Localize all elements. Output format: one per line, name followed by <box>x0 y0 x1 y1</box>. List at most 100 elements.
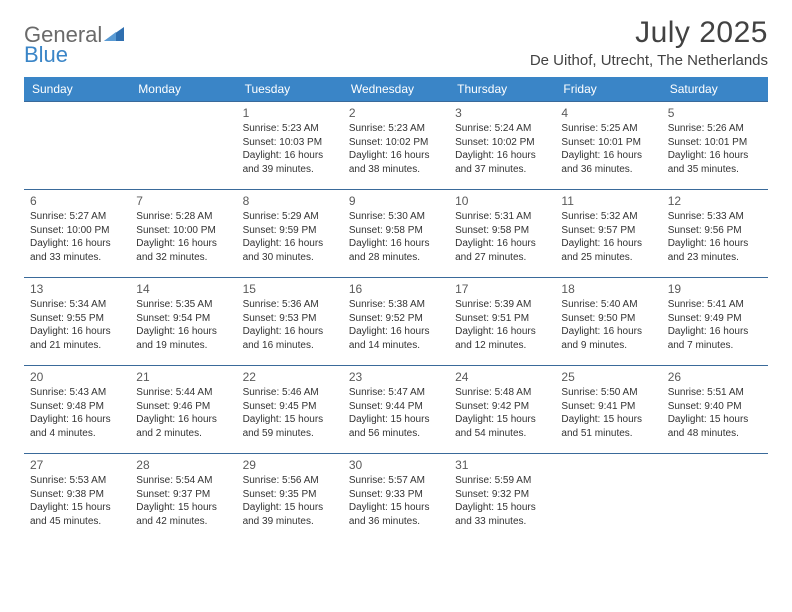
day-sunrise: Sunrise: 5:40 AM <box>561 298 655 312</box>
day-day2: and 39 minutes. <box>243 515 337 529</box>
day-sunset: Sunset: 10:03 PM <box>243 136 337 150</box>
day-cell: 12 Sunrise: 5:33 AMSunset: 9:56 PMDayligh… <box>662 190 768 278</box>
day-day2: and 42 minutes. <box>136 515 230 529</box>
day-day1: Daylight: 16 hours <box>243 149 337 163</box>
day-day2: and 27 minutes. <box>455 251 549 265</box>
day-info: Sunrise: 5:23 AMSunset: 10:03 PMDaylight… <box>243 122 337 176</box>
day-cell: 20Sunrise: 5:43 AMSunset: 9:48 PMDayligh… <box>24 366 130 454</box>
day-cell: 29Sunrise: 5:56 AMSunset: 9:35 PMDayligh… <box>237 454 343 542</box>
day-sunrise: Sunrise: 5:41 AM <box>668 298 762 312</box>
day-day2: and 7 minutes. <box>668 339 762 353</box>
logo-blue-wrap: Blue <box>24 42 68 68</box>
day-sunrise: Sunrise: 5:34 AM <box>30 298 124 312</box>
day-sunset: Sunset: 9:58 PM <box>349 224 443 238</box>
day-sunset: Sunset: 9:32 PM <box>455 488 549 502</box>
day-number: 3 <box>455 106 549 120</box>
day-day1: Daylight: 15 hours <box>455 413 549 427</box>
day-day2: and 45 minutes. <box>30 515 124 529</box>
day-day2: and 36 minutes. <box>349 515 443 529</box>
day-day2: and 54 minutes. <box>455 427 549 441</box>
day-sunset: Sunset: 9:46 PM <box>136 400 230 414</box>
day-sunset: Sunset: 9:45 PM <box>243 400 337 414</box>
day-day1: Daylight: 16 hours <box>561 237 655 251</box>
day-sunrise: Sunrise: 5:23 AM <box>349 122 443 136</box>
week-row: 27Sunrise: 5:53 AMSunset: 9:38 PMDayligh… <box>24 454 768 542</box>
day-cell: 19Sunrise: 5:41 AMSunset: 9:49 PMDayligh… <box>662 278 768 366</box>
day-day1: Daylight: 16 hours <box>668 325 762 339</box>
day-cell: 9 Sunrise: 5:30 AMSunset: 9:58 PMDaylight… <box>343 190 449 278</box>
logo-triangle-icon <box>104 25 124 46</box>
day-day1: Daylight: 16 hours <box>349 325 443 339</box>
day-sunrise: Sunrise: 5:25 AM <box>561 122 655 136</box>
day-day2: and 4 minutes. <box>30 427 124 441</box>
day-sunrise: Sunrise: 5:50 AM <box>561 386 655 400</box>
day-info: Sunrise: 5:46 AMSunset: 9:45 PMDaylight:… <box>243 386 337 440</box>
day-cell: 21 Sunrise: 5:44 AMSunset: 9:46 PMDayligh… <box>130 366 236 454</box>
day-sunrise: Sunrise: 5:51 AM <box>668 386 762 400</box>
day-day2: and 33 minutes. <box>455 515 549 529</box>
day-day2: and 36 minutes. <box>561 163 655 177</box>
day-day1: Daylight: 15 hours <box>349 501 443 515</box>
day-number: 30 <box>349 458 443 472</box>
day-cell: 22Sunrise: 5:46 AMSunset: 9:45 PMDayligh… <box>237 366 343 454</box>
day-info: Sunrise: 5:27 AMSunset: 10:00 PMDaylight… <box>30 210 124 264</box>
day-day2: and 59 minutes. <box>243 427 337 441</box>
day-cell: 16Sunrise: 5:38 AMSunset: 9:52 PMDayligh… <box>343 278 449 366</box>
day-cell: 15Sunrise: 5:36 AMSunset: 9:53 PMDayligh… <box>237 278 343 366</box>
day-sunrise: Sunrise: 5:56 AM <box>243 474 337 488</box>
day-number: 12 <box>668 194 762 208</box>
day-number: 16 <box>349 282 443 296</box>
day-day1: Daylight: 16 hours <box>668 149 762 163</box>
day-day2: and 9 minutes. <box>561 339 655 353</box>
day-number: 23 <box>349 370 443 384</box>
day-number: 28 <box>136 458 230 472</box>
day-sunset: Sunset: 9:33 PM <box>349 488 443 502</box>
day-cell: 11Sunrise: 5:32 AMSunset: 9:57 PMDayligh… <box>555 190 661 278</box>
day-sunrise: Sunrise: 5:26 AM <box>668 122 762 136</box>
day-sunrise: Sunrise: 5:38 AM <box>349 298 443 312</box>
day-info: Sunrise: 5:44 AMSunset: 9:46 PMDaylight:… <box>136 386 230 440</box>
day-cell <box>24 102 130 190</box>
day-header-row: Sunday Monday Tuesday Wednesday Thursday… <box>24 77 768 102</box>
day-cell: 26Sunrise: 5:51 AMSunset: 9:40 PMDayligh… <box>662 366 768 454</box>
day-cell <box>662 454 768 542</box>
day-day1: Daylight: 16 hours <box>136 325 230 339</box>
day-info: Sunrise: 5:33 AMSunset: 9:56 PMDaylight:… <box>668 210 762 264</box>
day-cell: 24 Sunrise: 5:48 AMSunset: 9:42 PMDayligh… <box>449 366 555 454</box>
day-cell: 13Sunrise: 5:34 AMSunset: 9:55 PMDayligh… <box>24 278 130 366</box>
day-number: 17 <box>455 282 549 296</box>
day-number: 21 <box>136 370 230 384</box>
day-sunset: Sunset: 10:00 PM <box>30 224 124 238</box>
day-number: 18 <box>561 282 655 296</box>
day-sunset: Sunset: 9:37 PM <box>136 488 230 502</box>
day-day1: Daylight: 15 hours <box>136 501 230 515</box>
day-number: 31 <box>455 458 549 472</box>
day-info: Sunrise: 5:57 AMSunset: 9:33 PMDaylight:… <box>349 474 443 528</box>
day-day2: and 48 minutes. <box>668 427 762 441</box>
day-number: 9 <box>349 194 443 208</box>
day-day2: and 37 minutes. <box>455 163 549 177</box>
week-row: 6Sunrise: 5:27 AMSunset: 10:00 PMDayligh… <box>24 190 768 278</box>
dayhead-tue: Tuesday <box>237 77 343 102</box>
day-cell: 30 Sunrise: 5:57 AMSunset: 9:33 PMDayligh… <box>343 454 449 542</box>
day-day1: Daylight: 16 hours <box>30 237 124 251</box>
day-number: 10 <box>455 194 549 208</box>
day-info: Sunrise: 5:48 AMSunset: 9:42 PMDaylight:… <box>455 386 549 440</box>
day-number: 26 <box>668 370 762 384</box>
day-day2: and 38 minutes. <box>349 163 443 177</box>
day-sunset: Sunset: 9:53 PM <box>243 312 337 326</box>
dayhead-wed: Wednesday <box>343 77 449 102</box>
day-cell: 10Sunrise: 5:31 AMSunset: 9:58 PMDayligh… <box>449 190 555 278</box>
title-block: July 2025 De Uithof, Utrecht, The Nether… <box>530 16 768 69</box>
day-sunrise: Sunrise: 5:27 AM <box>30 210 124 224</box>
dayhead-sat: Saturday <box>662 77 768 102</box>
day-day1: Daylight: 16 hours <box>243 325 337 339</box>
day-cell: 31Sunrise: 5:59 AMSunset: 9:32 PMDayligh… <box>449 454 555 542</box>
day-sunset: Sunset: 9:57 PM <box>561 224 655 238</box>
day-info: Sunrise: 5:30 AMSunset: 9:58 PMDaylight:… <box>349 210 443 264</box>
day-day2: and 32 minutes. <box>136 251 230 265</box>
week-row: 1Sunrise: 5:23 AMSunset: 10:03 PMDayligh… <box>24 102 768 190</box>
day-sunset: Sunset: 9:51 PM <box>455 312 549 326</box>
day-number: 24 <box>455 370 549 384</box>
day-cell: 28Sunrise: 5:54 AMSunset: 9:37 PMDayligh… <box>130 454 236 542</box>
